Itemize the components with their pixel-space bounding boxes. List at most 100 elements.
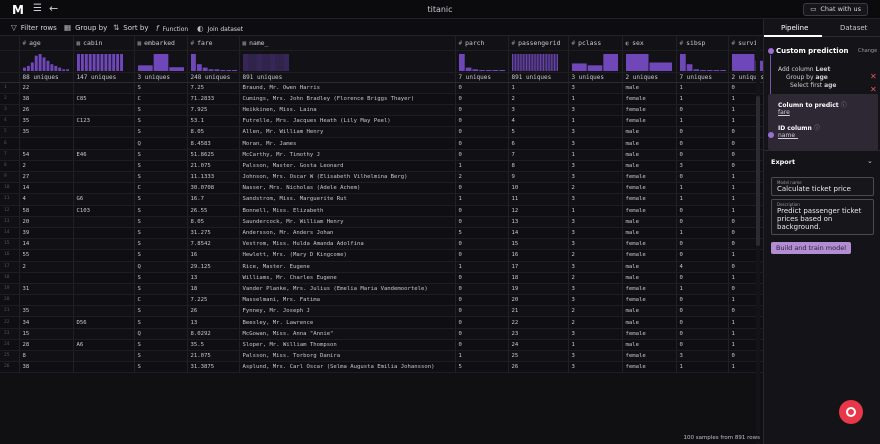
table-cell[interactable]: 15: [19, 328, 74, 340]
table-cell[interactable]: 4: [19, 193, 74, 206]
id-column-value[interactable]: name_: [778, 132, 799, 139]
table-cell[interactable]: 0: [728, 283, 763, 296]
table-cell[interactable]: S: [134, 305, 188, 318]
table-cell[interactable]: S: [134, 216, 188, 228]
table-cell[interactable]: 1: [676, 93, 729, 105]
model-name-value[interactable]: Calculate ticket price: [777, 185, 851, 193]
table-cell[interactable]: 25: [508, 350, 569, 363]
table-cell[interactable]: [73, 350, 135, 363]
table-cell[interactable]: Saundercock, Mr. William Henry: [239, 216, 456, 228]
table-cell[interactable]: [73, 104, 135, 117]
table-cell[interactable]: 1: [728, 171, 763, 184]
table-row[interactable]: 11 4 G6 S 16.7 Sandstrom, Miss. Marguerite Ru…: [0, 193, 763, 206]
table-cell[interactable]: 1: [676, 361, 729, 374]
table-cell[interactable]: [73, 216, 135, 228]
table-cell[interactable]: [73, 361, 135, 374]
table-cell[interactable]: S: [134, 171, 188, 184]
table-cell[interactable]: 8: [19, 350, 74, 363]
table-cell[interactable]: 3: [568, 193, 623, 206]
table-cell[interactable]: 0: [728, 82, 763, 94]
table-cell[interactable]: 1: [676, 182, 729, 195]
table-cell[interactable]: 1: [455, 350, 509, 363]
table-cell[interactable]: 1: [568, 115, 623, 128]
table-cell[interactable]: 14: [508, 227, 569, 240]
table-cell[interactable]: [73, 171, 135, 184]
table-cell[interactable]: C: [134, 182, 188, 195]
table-row[interactable]: 3 26 S 7.925 Heikkinen, Miss. Laina 0 3 3 female…: [0, 104, 763, 117]
table-cell[interactable]: [73, 238, 135, 251]
table-cell[interactable]: male: [622, 149, 677, 161]
table-cell[interactable]: 1: [676, 283, 729, 296]
table-cell[interactable]: 0: [728, 216, 763, 228]
table-row[interactable]: 22 34 D56 S 13 Beesley, Mr. Lawrence 0 22 2 male 0…: [0, 316, 763, 329]
table-cell[interactable]: 26: [187, 305, 240, 318]
table-row[interactable]: 4 35 C123 S 53.1 Futrelle, Mrs. Jacques Heath…: [0, 115, 763, 128]
table-cell[interactable]: 1: [676, 227, 729, 240]
table-cell[interactable]: Vander Planke, Mrs. Julius (Emelia Maria…: [239, 283, 456, 296]
column-header-sibsp[interactable]: # sibsp: [676, 36, 729, 51]
table-cell[interactable]: C: [134, 294, 188, 307]
table-cell[interactable]: 55: [19, 249, 74, 262]
description-value[interactable]: Predict passenger ticket prices based on…: [777, 207, 862, 231]
table-cell[interactable]: 26.55: [187, 205, 240, 217]
table-cell[interactable]: [73, 294, 135, 307]
column-to-predict-value[interactable]: fare: [778, 109, 790, 116]
table-cell[interactable]: 0: [676, 171, 729, 184]
table-cell[interactable]: female: [622, 182, 677, 195]
table-cell[interactable]: Q: [134, 137, 188, 150]
table-cell[interactable]: [19, 272, 74, 284]
table-cell[interactable]: 0: [455, 82, 509, 94]
table-cell[interactable]: 1: [728, 93, 763, 105]
table-row[interactable]: 21 35 S 26 Fynney, Mr. Joseph J 0 21 2 male 0 0: [0, 305, 763, 318]
table-cell[interactable]: [73, 126, 135, 139]
table-cell[interactable]: 35: [19, 126, 74, 139]
table-cell[interactable]: 0: [455, 149, 509, 161]
table-cell[interactable]: Palsson, Master. Gosta Leonard: [239, 160, 456, 173]
group-by-button[interactable]: ▦ Group by: [64, 23, 107, 32]
table-cell[interactable]: 0: [455, 137, 509, 150]
table-cell[interactable]: 21.075: [187, 160, 240, 173]
table-row[interactable]: 15 14 S 7.8542 Vestrom, Miss. Hulda Amanda A…: [0, 238, 763, 251]
table-cell[interactable]: 0: [676, 216, 729, 228]
table-cell[interactable]: 29.125: [187, 261, 240, 273]
table-cell[interactable]: 1: [728, 115, 763, 128]
table-cell[interactable]: male: [622, 216, 677, 228]
table-cell[interactable]: S: [134, 115, 188, 128]
table-cell[interactable]: 1: [728, 104, 763, 117]
table-cell[interactable]: female: [622, 205, 677, 217]
table-cell[interactable]: Rice, Master. Eugene: [239, 261, 456, 273]
chevron-down-icon[interactable]: ⌄: [867, 157, 873, 165]
table-cell[interactable]: 0: [455, 249, 509, 262]
table-cell[interactable]: 0: [728, 149, 763, 161]
table-cell[interactable]: 23: [508, 328, 569, 340]
table-cell[interactable]: female: [622, 115, 677, 128]
table-cell[interactable]: Heikkinen, Miss. Laina: [239, 104, 456, 117]
table-cell[interactable]: 18: [508, 272, 569, 284]
table-cell[interactable]: 51.8625: [187, 149, 240, 161]
remove-step-icon-2[interactable]: ✕: [870, 85, 877, 94]
join-dataset-button[interactable]: ◐ Join dataset: [197, 24, 243, 33]
table-cell[interactable]: 39: [19, 227, 74, 240]
table-cell[interactable]: 1: [728, 294, 763, 307]
table-cell[interactable]: [73, 137, 135, 150]
table-cell[interactable]: 3: [568, 350, 623, 363]
table-cell[interactable]: S: [134, 339, 188, 352]
table-cell[interactable]: 3: [568, 328, 623, 340]
table-cell[interactable]: G6: [73, 193, 135, 206]
column-header-pclass[interactable]: # pclass: [568, 36, 623, 51]
table-cell[interactable]: 31.275: [187, 227, 240, 240]
table-cell[interactable]: C103: [73, 205, 135, 217]
table-cell[interactable]: 3: [568, 126, 623, 139]
tab-pipeline[interactable]: Pipeline: [781, 24, 809, 32]
table-cell[interactable]: female: [622, 238, 677, 251]
table-cell[interactable]: S: [134, 104, 188, 117]
table-cell[interactable]: 14: [19, 238, 74, 251]
table-cell[interactable]: 7.25: [187, 82, 240, 94]
table-cell[interactable]: S: [134, 350, 188, 363]
table-cell[interactable]: McCarthy, Mr. Timothy J: [239, 149, 456, 161]
table-cell[interactable]: 4: [508, 115, 569, 128]
table-cell[interactable]: 0: [728, 305, 763, 318]
table-cell[interactable]: 22: [508, 316, 569, 329]
table-cell[interactable]: Beesley, Mr. Lawrence: [239, 316, 456, 329]
table-cell[interactable]: 21.075: [187, 350, 240, 363]
